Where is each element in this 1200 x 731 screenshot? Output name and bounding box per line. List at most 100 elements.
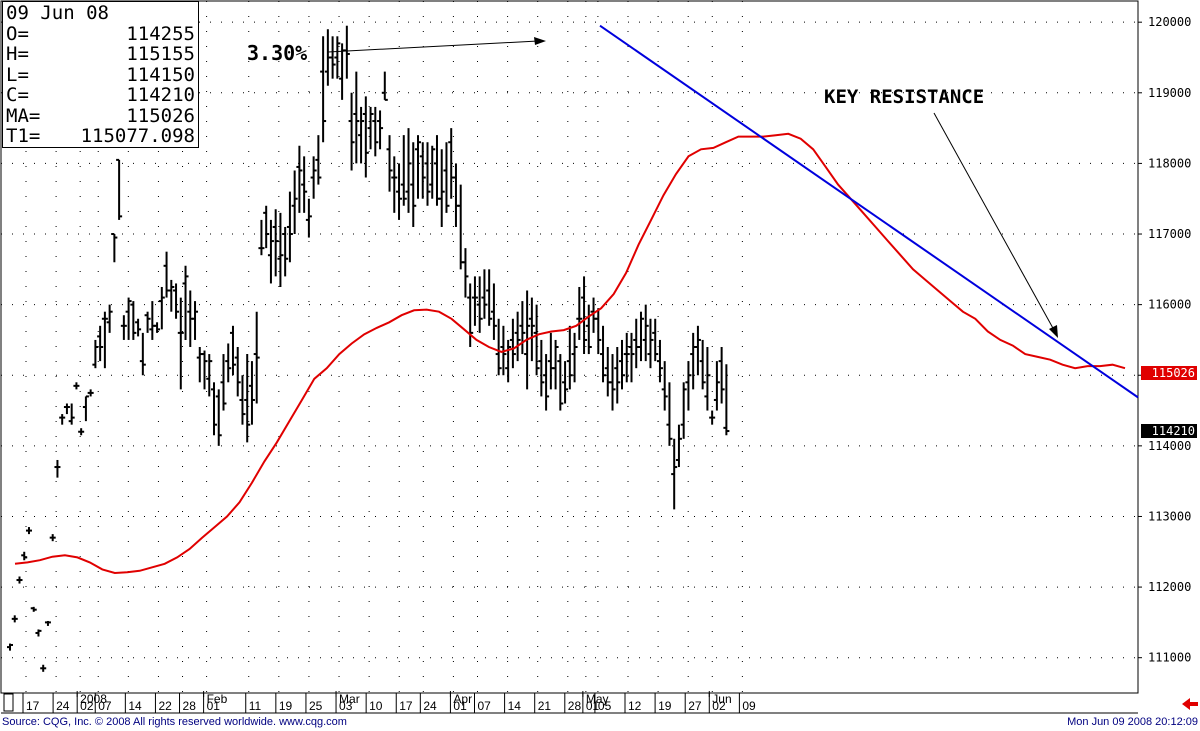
resistance-trendline — [599, 24, 1139, 399]
ohlc-bar — [609, 354, 616, 411]
ohlc-bar — [452, 163, 459, 227]
ohlc-bar — [419, 142, 426, 199]
ohlc-bar — [509, 318, 516, 369]
ohlc-bar — [718, 347, 725, 404]
ohlc-bar — [244, 354, 251, 443]
ohlc-bar — [633, 318, 640, 369]
ohlc-bar — [647, 318, 654, 369]
ohlc-bar — [277, 212, 284, 287]
ohlc-bar — [49, 534, 56, 542]
y-tick-label: 113000 — [1148, 509, 1191, 523]
close-price-badge: 114210 — [1141, 424, 1197, 439]
ohlc-bar — [116, 158, 123, 220]
ohlc-bar — [614, 347, 621, 404]
ohlc-bar — [229, 325, 236, 376]
key-resistance-arrow-head — [1049, 325, 1058, 338]
ohlc-bar — [377, 110, 384, 150]
ohlc-bar — [158, 286, 165, 330]
ohlc-bar — [310, 156, 317, 199]
info-low-value: 114150 — [126, 63, 195, 86]
ohlc-bar — [433, 135, 440, 206]
ohlc-bar — [723, 364, 730, 436]
x-tick-label: 24 — [56, 699, 70, 713]
ohlc-bar — [267, 219, 274, 284]
ohlc-bar — [438, 149, 445, 227]
ohlc-bar — [135, 318, 142, 337]
ohlc-bar — [642, 304, 649, 362]
scroll-left-arrow-icon — [1182, 698, 1198, 710]
ohlc-bar — [661, 361, 668, 411]
ohlc-bar — [30, 606, 37, 612]
ohlc-bar — [234, 347, 241, 397]
ohlc-bar — [343, 25, 350, 79]
ohlc-bar — [400, 135, 407, 206]
ohlc-bar — [462, 248, 469, 298]
ohlc-bar — [225, 343, 232, 383]
ohlc-bar — [149, 301, 156, 340]
ohlc-bar — [680, 382, 687, 439]
ohlc-bar — [358, 106, 365, 164]
ohlc-bar — [391, 156, 398, 213]
ohlc-bar — [40, 664, 47, 672]
ohlc-bar — [301, 156, 308, 213]
ohlc-bar — [54, 459, 61, 478]
ohlc-bar — [519, 301, 526, 355]
x-tick-label: 19 — [658, 699, 672, 713]
x-tick-label: 03 — [339, 699, 353, 713]
x-tick-label: 21 — [538, 699, 552, 713]
ohlc-bar — [372, 106, 379, 157]
ma-price-badge: 115026 — [1141, 366, 1197, 381]
ohlc-bar — [120, 315, 127, 340]
ohlc-bar — [467, 283, 474, 347]
ohlc-bar — [139, 332, 146, 376]
y-tick-label: 120000 — [1148, 15, 1191, 29]
ohlc-bar — [471, 276, 478, 326]
ohlc-bar — [73, 382, 80, 390]
ohlc-bar — [196, 347, 203, 383]
key-resistance-annotation: KEY RESISTANCE — [824, 86, 984, 108]
plot-frame — [0, 0, 1139, 694]
ohlc-bar — [11, 615, 18, 623]
ohlc-bar — [63, 403, 70, 415]
y-tick-label: 114000 — [1148, 439, 1191, 453]
info-open-value: 114255 — [126, 22, 195, 45]
ohlc-bar — [248, 361, 255, 425]
ohlc-bar — [192, 301, 199, 340]
x-tick-label: 10 — [369, 699, 383, 713]
info-ma-value: 115026 — [126, 104, 195, 127]
ohlc-bar — [101, 311, 108, 369]
ohlc-bar — [704, 347, 711, 411]
ohlc-bar — [82, 395, 89, 422]
x-tick-label: 22 — [158, 699, 172, 713]
ohlc-bar — [367, 106, 374, 150]
info-close-value: 114210 — [126, 84, 195, 106]
ohlc-bar — [476, 276, 483, 333]
info-trendline-value: 115077.098 — [80, 125, 195, 147]
ohlc-bar — [59, 414, 66, 425]
ohlc-bar — [405, 128, 412, 213]
ohlc-bar — [533, 304, 540, 376]
footer-timestamp: Mon Jun 09 2008 20:12:09 — [1067, 716, 1198, 728]
x-tick-label: 25 — [309, 699, 323, 713]
ohlc-bar — [429, 145, 436, 199]
x-tick-label: 14 — [128, 699, 142, 713]
x-tick-label: 14 — [508, 699, 522, 713]
x-tick-label: 01 — [207, 699, 221, 713]
info-date: 09 Jun 08 — [6, 2, 109, 24]
ohlc-bar — [652, 318, 659, 362]
x-tick-label: 02 — [80, 699, 94, 713]
x-tick-label: 02 — [712, 699, 726, 713]
month-label: Feb — [207, 692, 228, 706]
peak-move-arrow-shaft — [327, 40, 539, 53]
start-marker-box — [3, 693, 14, 712]
ohlc-bar — [78, 428, 85, 436]
ohlc-bar — [505, 339, 512, 383]
info-ma-label: MA= — [6, 104, 41, 127]
ohlc-bar — [68, 403, 75, 425]
ohlc-bar — [282, 226, 289, 277]
ohlc-bar — [410, 142, 417, 227]
ohlc-bar — [547, 332, 554, 390]
ohlc-bar — [97, 325, 104, 362]
ohlc-bar — [239, 375, 246, 425]
ohlc-bar — [619, 339, 626, 390]
